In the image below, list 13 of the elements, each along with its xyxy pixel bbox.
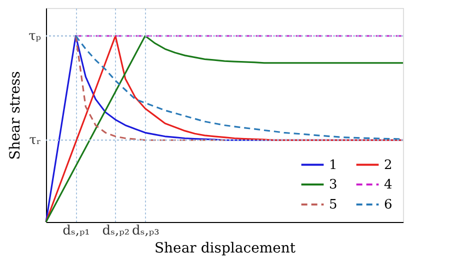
ref-line-label: τₚ: [28, 28, 41, 44]
y-axis-title: Shear stress: [8, 71, 24, 160]
x-tick-label: dₛ,ₚ₃: [132, 224, 160, 238]
ref-line-label: τᵣ: [29, 133, 41, 148]
legend-label: 5: [329, 198, 338, 212]
legend-label: 3: [329, 178, 338, 192]
x-tick-label: dₛ,ₚ₁: [62, 224, 90, 238]
legend-label: 1: [329, 158, 338, 173]
legend-label: 6: [384, 198, 392, 212]
x-tick-label: dₛ,ₚ₂: [102, 224, 130, 238]
legend-label: 4: [384, 178, 392, 192]
x-axis-title: Shear displacement: [154, 240, 296, 256]
legend-label: 2: [384, 158, 392, 173]
